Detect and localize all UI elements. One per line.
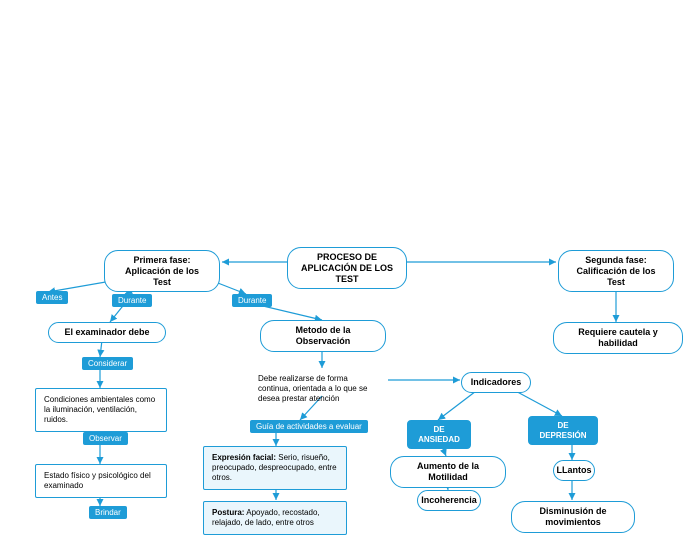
desc-observar-continua: Debe realizarse de forma continua, orien… (250, 368, 390, 410)
node-depresion: DE DEPRESIÓN (528, 416, 598, 445)
tag-observar: Observar (83, 432, 128, 445)
desc-condiciones: Condiciones ambientales como la iluminac… (35, 388, 167, 432)
node-cautela: Requiere cautela y habilidad (553, 322, 683, 354)
node-indicadores: Indicadores (461, 372, 531, 393)
tag-guia: Guía de actividades a evaluar (250, 420, 368, 433)
node-motilidad: Aumento de la Motilidad (390, 456, 506, 488)
node-ansiedad: DE ANSIEDAD (407, 420, 471, 449)
node-fase1: Primera fase: Aplicación de los Test (104, 250, 220, 292)
tag-antes: Antes (36, 291, 68, 304)
desc-postura: Postura: Apoyado, recostado, relajado, d… (203, 501, 347, 535)
node-incoherencia: Incoherencia (417, 490, 481, 511)
tag-brindar: Brindar (89, 506, 127, 519)
node-metodo: Metodo de la Observación (260, 320, 386, 352)
desc-expresion-label: Expresión facial: (212, 453, 276, 462)
tag-durante-2: Durante (232, 294, 272, 307)
node-fase2: Segunda fase: Calificación de los Test (558, 250, 674, 292)
node-root: PROCESO DE APLICACIÓN DE LOS TEST (287, 247, 407, 289)
desc-estado: Estado físico y psicológico del examinad… (35, 464, 167, 498)
tag-durante-1: Durante (112, 294, 152, 307)
desc-postura-label: Postura: (212, 508, 244, 517)
tag-considerar: Considerar (82, 357, 133, 370)
node-examinador: El examinador debe (48, 322, 166, 343)
desc-expresion: Expresión facial: Serio, risueño, preocu… (203, 446, 347, 490)
node-dismov: Disminusión de movimientos (511, 501, 635, 533)
node-llantos: LLantos (553, 460, 595, 481)
